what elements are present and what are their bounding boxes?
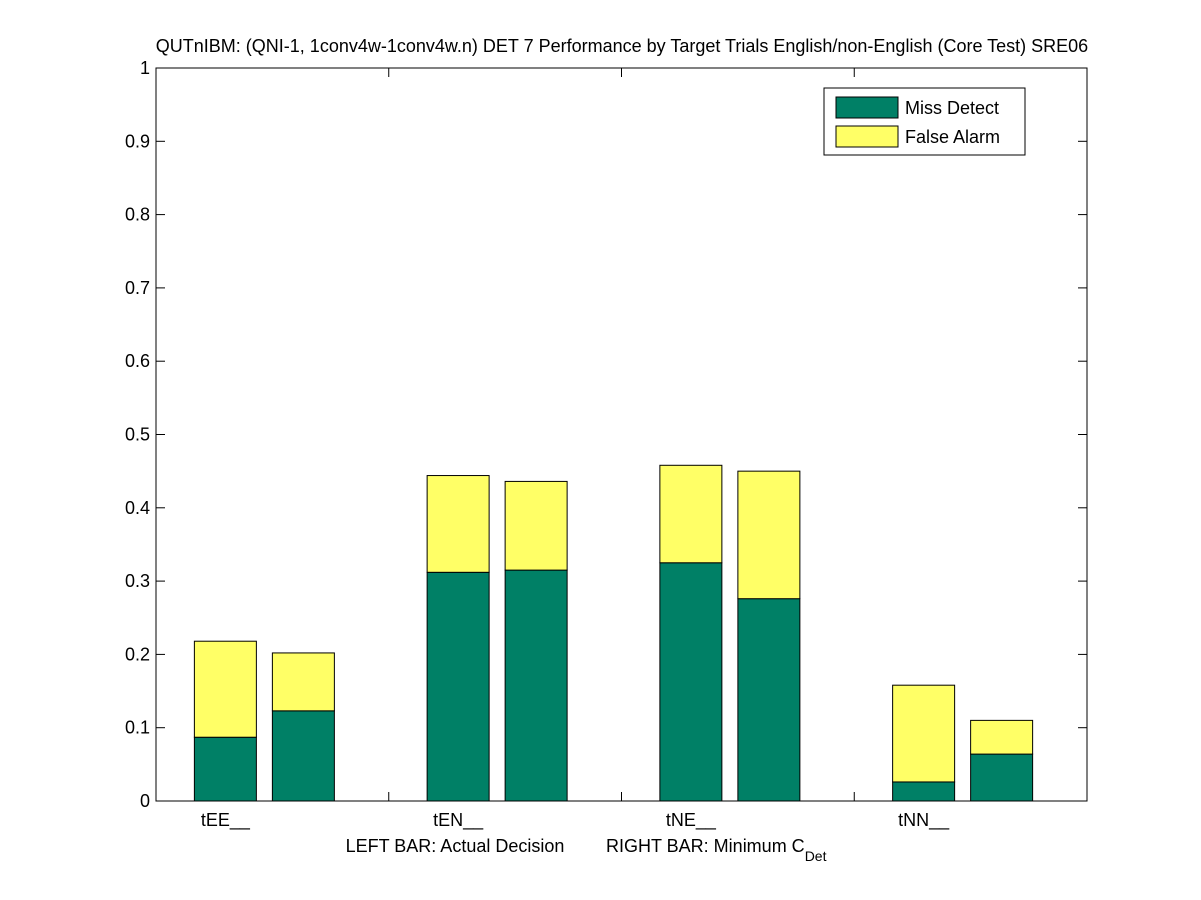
x-tick-label: tEE__ (201, 810, 251, 831)
axis-ticks (156, 67, 1087, 802)
bar-miss-detect-actual (892, 781, 956, 802)
legend-label-false-alarm: False Alarm (905, 127, 1000, 147)
y-tick-label: 0.7 (125, 278, 150, 298)
x-tick-label: tNN__ (898, 810, 950, 831)
y-tick-label: 0.9 (125, 131, 150, 151)
bar-miss-detect-actual (426, 571, 490, 802)
x-axis-label-left: LEFT BAR: Actual Decision (346, 836, 565, 856)
y-tick-label: 0.6 (125, 351, 150, 371)
bar-miss-detect-minimum (970, 753, 1034, 802)
y-tick-label: 0.8 (125, 205, 150, 225)
bars (193, 464, 1034, 802)
bar-miss-detect-minimum (737, 598, 801, 802)
y-tick-label: 0.1 (125, 718, 150, 738)
bar-false-alarm-actual (659, 464, 723, 564)
legend-swatch-miss-detect (835, 96, 899, 119)
bar-false-alarm-actual (892, 684, 956, 783)
tick-labels: 0 0.1 0.2 0.3 0.4 0.5 0.6 0.7 0.8 0.9 1 tEE__ tEN__ t… (125, 58, 950, 831)
bar-false-alarm-actual (193, 640, 257, 738)
bar-miss-detect-actual (193, 736, 257, 802)
y-tick-label: 0.5 (125, 425, 150, 445)
x-tick-label: tNE__ (666, 810, 717, 831)
x-tick-label: tEN__ (433, 810, 484, 831)
x-axis-label-right: RIGHT BAR: Minimum CDet (606, 836, 827, 864)
bar-false-alarm-minimum (271, 652, 335, 712)
y-tick-label: 0 (140, 791, 150, 811)
legend-label-miss-detect: Miss Detect (905, 98, 999, 118)
bar-false-alarm-minimum (737, 470, 801, 600)
bar-false-alarm-minimum (504, 480, 568, 571)
x-axis-label-right-sub: Det (805, 848, 827, 864)
legend-swatch-false-alarm (835, 125, 899, 148)
bar-miss-detect-minimum (271, 710, 335, 802)
bar-miss-detect-minimum (504, 569, 568, 802)
y-tick-label: 0.4 (125, 498, 150, 518)
legend: Miss Detect False Alarm (823, 87, 1026, 156)
chart-title: QUTnIBM: (QNI-1, 1conv4w-1conv4w.n) DET … (156, 36, 1088, 56)
y-tick-label: 1 (140, 58, 150, 78)
bar-miss-detect-actual (659, 562, 723, 802)
y-tick-label: 0.2 (125, 644, 150, 664)
y-tick-label: 0.3 (125, 571, 150, 591)
x-axis-label-right-main: RIGHT BAR: Minimum C (606, 836, 805, 856)
bar-false-alarm-actual (426, 475, 490, 573)
bar-false-alarm-minimum (970, 719, 1034, 755)
